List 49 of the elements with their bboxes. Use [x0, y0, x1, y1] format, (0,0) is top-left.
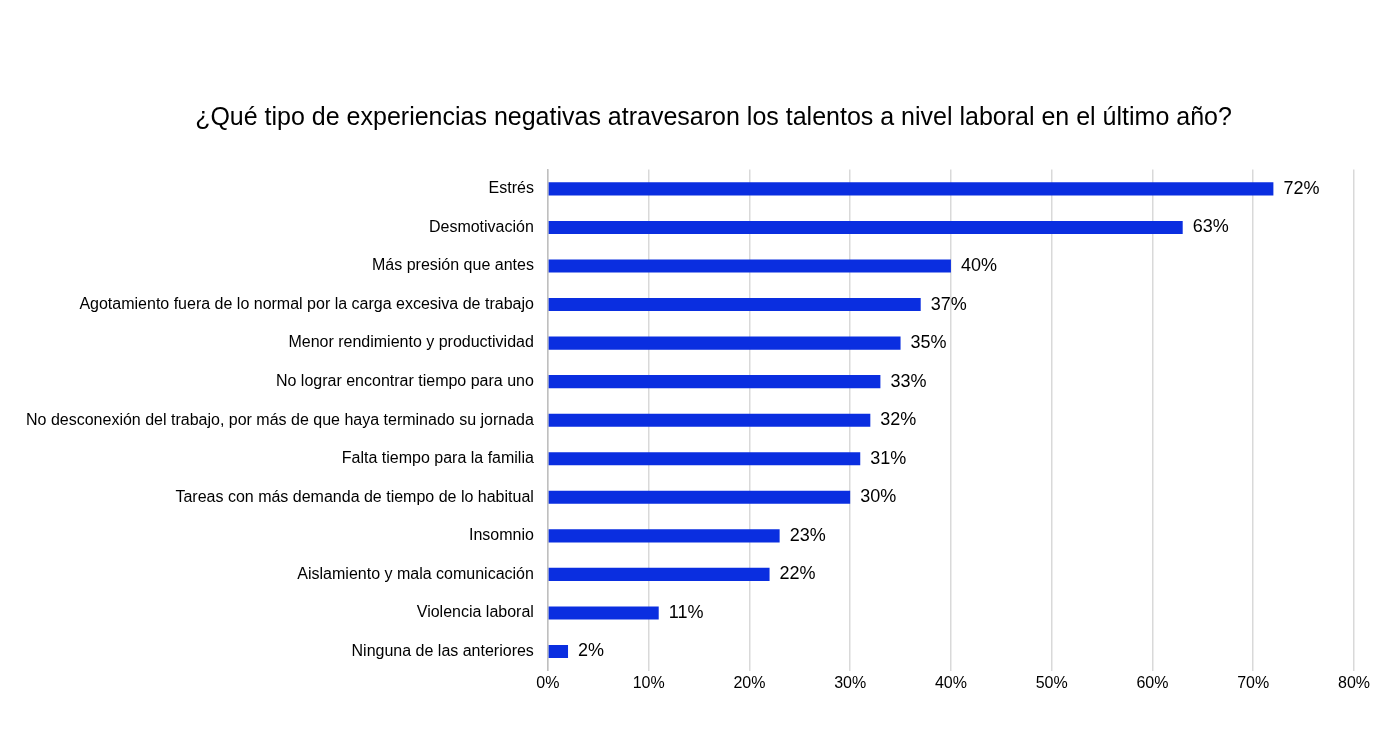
- y-tick-label: Más presión que antes: [372, 256, 534, 274]
- data-label: 32%: [880, 409, 917, 430]
- data-label: 72%: [1283, 177, 1320, 198]
- x-tick-label: 20%: [733, 673, 766, 691]
- x-tick-label: 10%: [632, 673, 665, 691]
- bar: [548, 644, 569, 659]
- bar: [548, 606, 659, 620]
- y-tick-label: Insomnio: [468, 526, 534, 544]
- bar: [548, 375, 881, 389]
- y-tick-label: Menor rendimiento y productividad: [288, 333, 534, 351]
- data-label: 22%: [779, 563, 816, 584]
- bar: [548, 452, 861, 466]
- x-tick-label: 0%: [536, 673, 560, 691]
- bar: [548, 529, 780, 543]
- y-tick-label: Tareas con más demanda de tiempo de lo habitual: [175, 487, 534, 505]
- y-tick-label: Ninguna de las anteriores: [351, 641, 534, 659]
- y-tick-label: Desmotivación: [428, 217, 534, 235]
- x-tick-label: 70%: [1237, 673, 1270, 691]
- data-label: 30%: [860, 486, 897, 507]
- data-label: 63%: [1192, 216, 1229, 237]
- bar: [548, 182, 1274, 196]
- bar: [548, 220, 1183, 234]
- bar: [548, 490, 851, 504]
- bar: [548, 259, 951, 273]
- data-label: 37%: [930, 293, 967, 314]
- data-label: 33%: [890, 370, 927, 391]
- y-tick-label: Falta tiempo para la familia: [341, 449, 534, 467]
- bar: [548, 297, 921, 312]
- x-tick-label: 50%: [1035, 673, 1068, 691]
- y-tick-label: Agotamiento fuera de lo normal por la carga excesiva de trabajo: [79, 294, 534, 312]
- data-label: 31%: [870, 447, 907, 468]
- y-tick-label: Aislamiento y mala comunicación: [297, 564, 534, 582]
- y-tick-label: Estrés: [488, 179, 534, 197]
- data-label: 35%: [910, 332, 947, 353]
- data-label: 2%: [578, 640, 605, 661]
- x-tick-label: 60%: [1136, 673, 1169, 691]
- data-label: 11%: [668, 601, 704, 622]
- bar: [548, 336, 901, 350]
- chart-title: ¿Qué tipo de experiencias negativas atravesaron los talentos a nivel laboral en el último año?: [194, 101, 1233, 132]
- x-tick-label: 40%: [934, 673, 967, 691]
- y-tick-label: No desconexión del trabajo, por más de que haya terminado su jornada: [26, 410, 534, 428]
- data-label: 40%: [960, 254, 997, 275]
- data-label: 23%: [789, 524, 826, 545]
- bar: [548, 413, 871, 427]
- y-tick-label: No lograr encontrar tiempo para uno: [275, 372, 534, 390]
- x-tick-label: 80%: [1337, 673, 1371, 691]
- x-tick-label: 30%: [834, 673, 867, 691]
- bar: [548, 567, 770, 581]
- y-tick-label: Violencia laboral: [416, 603, 534, 621]
